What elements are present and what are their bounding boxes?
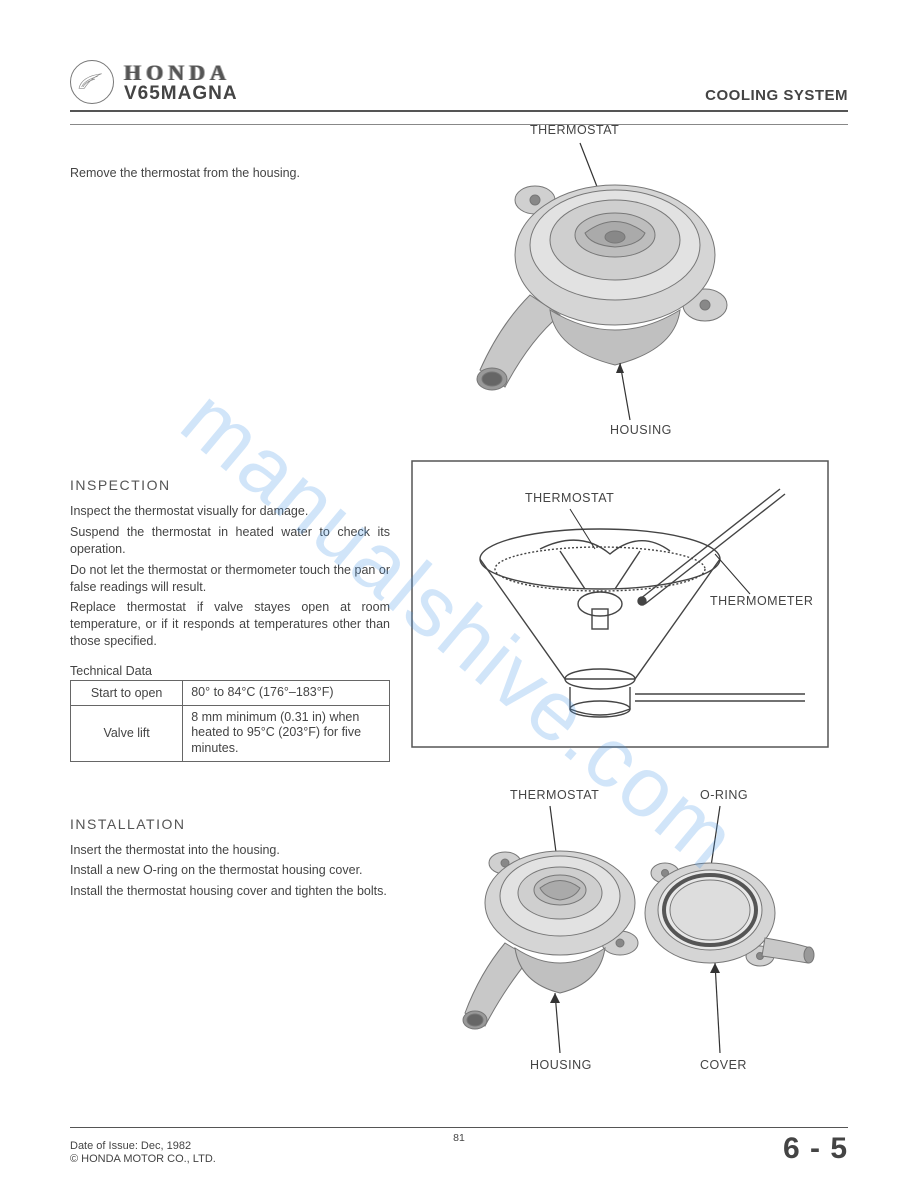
installation-p3: Install the thermostat housing cover and…: [70, 883, 390, 900]
fig2-label-thermostat: THERMOSTAT: [525, 491, 614, 505]
tech-data-caption: Technical Data: [70, 664, 390, 678]
figure-installation: THERMOSTAT O-RING: [410, 788, 848, 1088]
footer-page-number: 6 - 5: [783, 1132, 848, 1166]
table-row: Start to open 80° to 84°C (176°–183°F): [71, 681, 390, 706]
fig3-label-thermostat: THERMOSTAT: [510, 788, 599, 802]
brand-name: HONDA: [124, 62, 238, 84]
installation-p1: Insert the thermostat into the housing.: [70, 842, 390, 859]
inspection-p3: Do not let the thermostat or thermometer…: [70, 562, 390, 596]
technical-data-table: Start to open 80° to 84°C (176°–183°F) V…: [70, 680, 390, 762]
inspection-p1: Inspect the thermostat visually for dama…: [70, 503, 390, 520]
model-name: V65MAGNA: [124, 84, 238, 103]
table-row: Valve lift 8 mm minimum (0.31 in) when h…: [71, 705, 390, 761]
installation-p2: Install a new O-ring on the thermostat h…: [70, 862, 390, 879]
td-start-open-value: 80° to 84°C (176°–183°F): [183, 681, 390, 706]
footer-date: Date of Issue: Dec, 1982: [70, 1140, 216, 1153]
logo-block: HONDA V65MAGNA: [70, 60, 238, 104]
fig1-label-thermostat: THERMOSTAT: [530, 123, 619, 137]
honda-wing-logo: [70, 60, 114, 104]
td-valve-lift-label: Valve lift: [71, 705, 183, 761]
fig3-label-housing: HOUSING: [530, 1058, 592, 1072]
td-start-open-label: Start to open: [71, 681, 183, 706]
figure-inspection-test: THERMOSTAT THERMOMETER: [410, 459, 848, 749]
figure-thermostat-housing: THERMOSTAT: [410, 125, 848, 445]
installation-heading: INSTALLATION: [70, 816, 390, 832]
fig2-label-thermometer: THERMOMETER: [710, 594, 813, 608]
fig3-label-oring: O-RING: [700, 788, 748, 802]
section-title: COOLING SYSTEM: [705, 87, 848, 104]
intro-text: Remove the thermostat from the housing.: [70, 165, 390, 182]
page-header: HONDA V65MAGNA COOLING SYSTEM: [70, 60, 848, 112]
footer-page-center: 81: [453, 1132, 465, 1144]
inspection-p2: Suspend the thermostat in heated water t…: [70, 524, 390, 558]
td-valve-lift-value: 8 mm minimum (0.31 in) when heated to 95…: [183, 705, 390, 761]
fig1-label-housing: HOUSING: [610, 423, 672, 437]
page-footer: Date of Issue: Dec, 1982 © HONDA MOTOR C…: [70, 1127, 848, 1166]
inspection-p4: Replace thermostat if valve stayes open …: [70, 599, 390, 650]
footer-copyright: © HONDA MOTOR CO., LTD.: [70, 1153, 216, 1166]
fig3-label-cover: COVER: [700, 1058, 747, 1072]
inspection-heading: INSPECTION: [70, 477, 390, 493]
